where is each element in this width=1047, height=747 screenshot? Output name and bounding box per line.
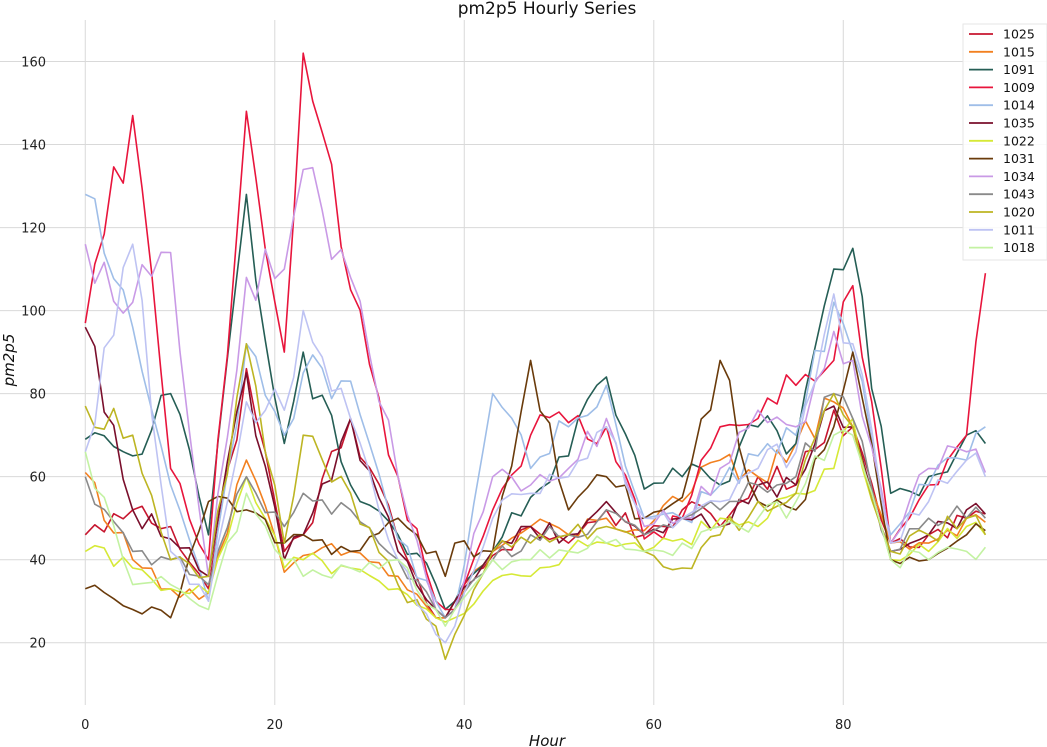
legend-label: 1018 [1003, 240, 1035, 255]
legend: 1025 1015 1091 1009 1014 1035 1022 1031 1034 1043… [962, 23, 1047, 261]
y-tick-label: 160 [21, 56, 46, 71]
series-line-1043 [84, 392, 987, 619]
y-tick-label: 100 [21, 305, 46, 320]
y-tick-label: 60 [29, 471, 46, 486]
y-axis-title: pm2p5 [0, 334, 18, 388]
grid-lines [0, 20, 1047, 705]
x-tick-label: 20 [267, 718, 284, 733]
legend-label: 1031 [1003, 151, 1035, 166]
series-line-1020 [84, 342, 987, 661]
legend-label: 1043 [1003, 187, 1035, 202]
legend-label: 1025 [1003, 27, 1035, 42]
series-line-1009 [84, 52, 987, 611]
legend-label: 1015 [1003, 44, 1035, 59]
series-line-1035 [84, 326, 986, 619]
series-line-1018 [84, 429, 987, 627]
legend-label: 1011 [1003, 222, 1035, 237]
legend-label: 1014 [1003, 98, 1035, 113]
x-tick-label: 80 [835, 718, 852, 733]
y-tick-label: 40 [29, 554, 46, 569]
legend-label: 1034 [1003, 169, 1035, 184]
series-line-1015 [84, 397, 986, 619]
series-line-1011 [84, 243, 987, 644]
legend-label: 1035 [1003, 116, 1035, 131]
y-tick-label: 120 [21, 222, 46, 237]
legend-label: 1022 [1003, 133, 1035, 148]
series-lines [84, 52, 987, 661]
y-tick-label: 80 [29, 388, 46, 403]
series-line-1034 [84, 166, 987, 619]
x-tick-labels: 0 20 40 60 80 [81, 718, 851, 733]
legend-label: 1020 [1003, 205, 1035, 220]
x-axis-title: Hour [529, 732, 566, 747]
y-tick-labels: 20 40 60 80 100 120 140 160 [21, 56, 46, 652]
series-line-1031 [85, 351, 986, 619]
x-tick-label: 60 [646, 718, 663, 733]
legend-label: 1091 [1003, 62, 1035, 77]
x-tick-label: 40 [456, 718, 473, 733]
x-tick-label: 0 [81, 718, 89, 733]
series-line-1025 [84, 367, 986, 619]
y-tick-label: 20 [29, 637, 46, 652]
legend-label: 1009 [1003, 80, 1035, 95]
chart-title: pm2p5 Hourly Series [458, 0, 637, 19]
legend-frame [962, 23, 1047, 261]
y-tick-label: 140 [21, 139, 46, 154]
